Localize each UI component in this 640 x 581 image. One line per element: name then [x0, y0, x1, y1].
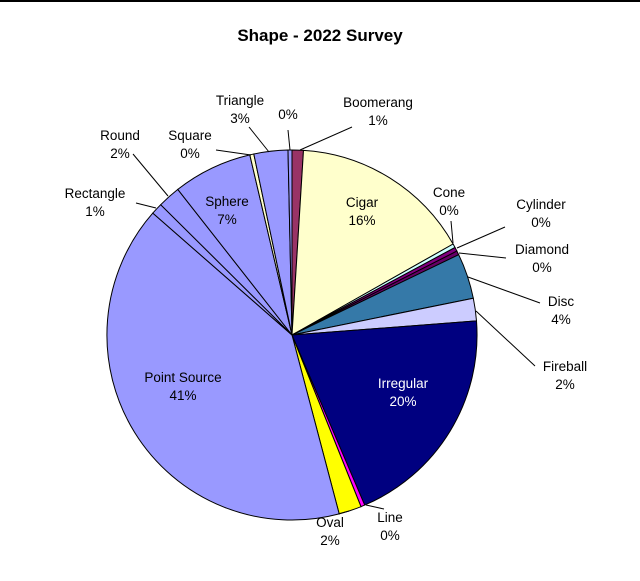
slice-label-rectangle: Rectangle 1% [65, 186, 126, 219]
label-leader-line [299, 126, 353, 151]
slice-label-cylinder: Cylinder 0% [516, 197, 566, 230]
label-leader-line [287, 129, 291, 151]
label-leader-line [458, 252, 507, 259]
slice-label-irregular: Irregular 20% [378, 376, 429, 409]
slice-label-fireball: Fireball 2% [543, 359, 587, 392]
slice-label-unlabeled: 0% [278, 107, 298, 122]
slice-label-cone: Cone 0% [433, 185, 465, 218]
slice-label-diamond: Diamond 0% [515, 242, 569, 275]
slice-label-sphere: Sphere 7% [205, 194, 249, 227]
slice-label-round: Round 2% [100, 128, 140, 161]
label-leader-line [248, 126, 270, 153]
label-leader-line [456, 226, 506, 249]
label-leader-line [365, 504, 385, 510]
pie-slice-point-source [106, 212, 340, 521]
slice-label-disc: Disc 4% [548, 294, 574, 327]
chart-title: Shape - 2022 Survey [237, 26, 403, 45]
slice-label-line: Line 0% [377, 510, 403, 543]
top-border-line [0, 0, 640, 2]
slice-label-square: Square 0% [168, 128, 212, 161]
slice-label-triangle: Triangle 3% [216, 93, 264, 126]
label-leader-line [135, 202, 157, 209]
label-leader-line [132, 153, 169, 197]
label-leader-line [475, 310, 536, 367]
pie-slice-cigar [291, 149, 454, 336]
label-leader-line [450, 220, 454, 244]
pie-slice-irregular [291, 320, 478, 506]
slice-label-boomerang: Boomerang 1% [343, 95, 413, 128]
label-leader-line [467, 276, 541, 304]
label-leader-line [337, 510, 350, 515]
label-leader-line [215, 149, 252, 156]
slice-label-cigar: Cigar 16% [346, 195, 379, 228]
slice-label-oval: Oval 2% [316, 515, 344, 548]
slice-label-point-source: Point Source 41% [144, 370, 221, 403]
